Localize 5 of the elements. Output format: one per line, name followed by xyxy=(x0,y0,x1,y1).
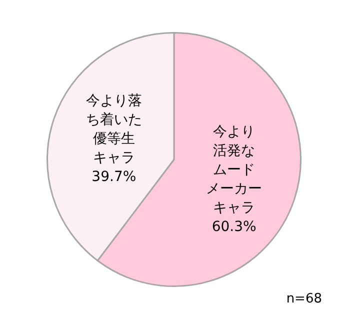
slice-label: 今より活発なムードメーカーキャラ xyxy=(206,124,262,216)
text: n=68 xyxy=(286,291,322,306)
data-label: 60.3% xyxy=(212,218,256,235)
data-label: 39.7% xyxy=(92,168,136,185)
slice-label: 今より落ち着いた優等生キャラ xyxy=(86,92,142,166)
